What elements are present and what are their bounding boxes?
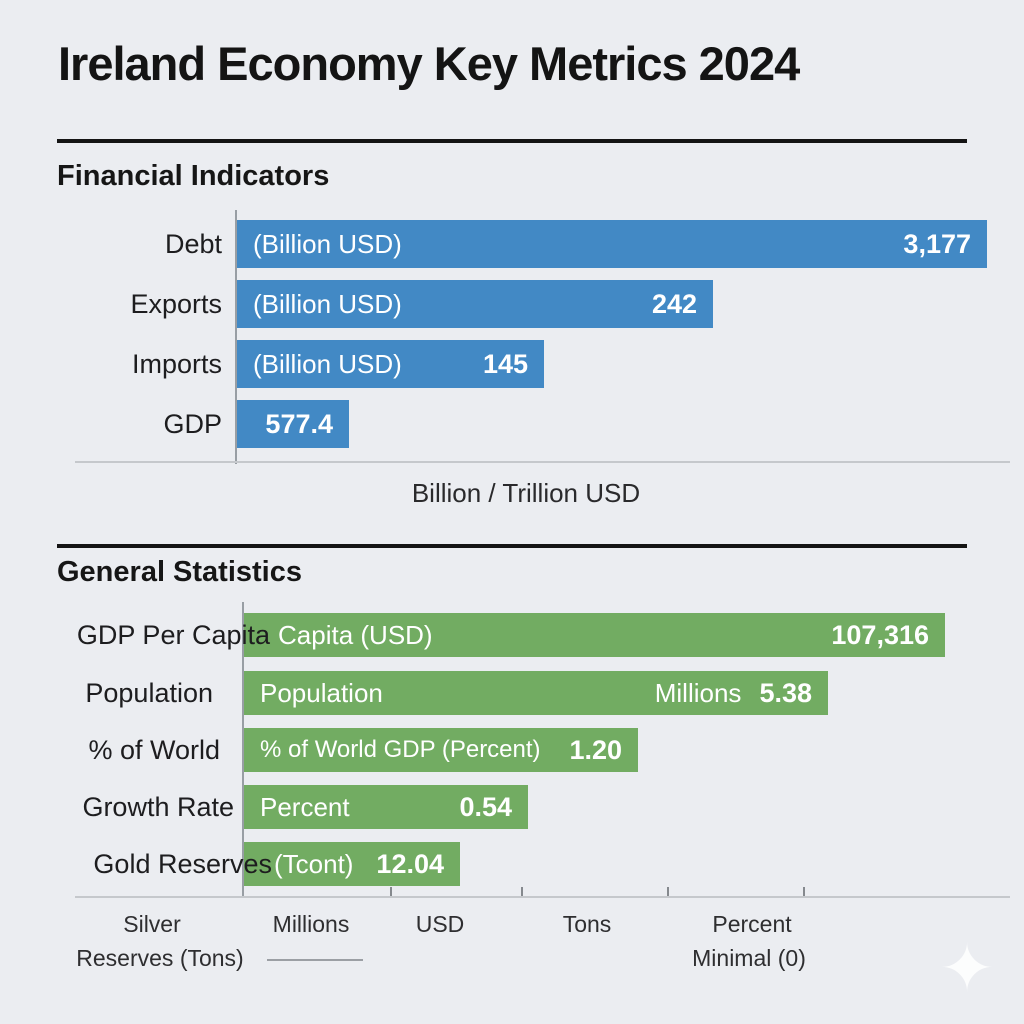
x-tick-label-percent: Percent: [712, 911, 792, 937]
bar-label-gdp-per-capita: GDP Per Capita: [76, 620, 270, 650]
axis-tick: [667, 887, 669, 896]
bar-value: 242: [651, 288, 697, 319]
axis-tick: [521, 887, 523, 896]
bar-unit-text: % of World GDP (Percent): [260, 736, 541, 763]
x-tick-label-silver: Silver: [123, 911, 181, 937]
bar-gdp-per-capita: Capita (USD) 107,316: [244, 613, 945, 657]
bar-value: 5.38: [759, 677, 812, 708]
axis-tick: [803, 887, 805, 896]
bar-value: 3,177: [903, 228, 971, 259]
bar-debt: (Billion USD) 3,177: [237, 220, 987, 268]
bar-unit-text: Millions: [654, 677, 742, 708]
section-divider: [57, 139, 967, 143]
dash-line: [267, 959, 363, 961]
bar-population: Population Millions 5.38: [244, 671, 828, 715]
bar-imports: (Billion USD) 145: [237, 340, 544, 388]
bar-gold-reserves: (Tcont) 12.04: [244, 842, 460, 886]
bar-unit-text: (Billion USD): [253, 288, 402, 319]
bar-label-gold-reserves: Gold Reserves: [93, 849, 272, 879]
bar-label-growth-rate: Growth Rate: [82, 792, 234, 822]
bar-value: 12.04: [376, 848, 444, 879]
x-axis-title-financial: Billion / Trillion USD: [411, 478, 641, 508]
section-heading-general: General Statistics: [57, 556, 302, 588]
bar-value: 1.20: [569, 734, 622, 765]
bar-unit-text: (Tcont): [274, 848, 354, 879]
section-divider: [57, 544, 967, 548]
axis-tick: [390, 887, 392, 896]
bar-unit-text: Percent: [260, 791, 350, 822]
bar-pct-of-world: % of World GDP (Percent) 1.20: [244, 728, 638, 772]
page-title: Ireland Economy Key Metrics 2024: [58, 37, 800, 90]
bar-label-gdp: GDP: [163, 409, 222, 439]
section-heading-financial: Financial Indicators: [57, 160, 330, 192]
y-axis-line-general: [242, 602, 244, 898]
bar-unit-text: Capita (USD): [278, 619, 433, 650]
bar-value: 0.54: [459, 791, 512, 822]
bar-unit-text: (Billion USD): [253, 228, 402, 259]
bar-label-imports: Imports: [131, 349, 222, 379]
x-tick-label-usd: USD: [415, 911, 465, 937]
x-axis-line-general: [75, 896, 1010, 898]
sparkle-icon: ✦: [939, 931, 995, 1005]
x-tick-label-millions: Millions: [272, 911, 350, 937]
bar-unit-text: (Billion USD): [253, 348, 402, 379]
bar-label-debt: Debt: [164, 229, 222, 259]
bar-value: 107,316: [831, 619, 929, 650]
bar-label-population: Population: [85, 678, 213, 708]
bar-label-pct-of-world: % of World: [88, 735, 220, 765]
bar-exports: (Billion USD) 242: [237, 280, 713, 328]
x-tick-label-tons: Tons: [562, 911, 612, 937]
bar-gdp: 577.4: [237, 400, 349, 448]
x-tick-label-reserves-tons: Reserves (Tons): [76, 945, 244, 971]
x-tick-label-minimal: Minimal (0): [692, 945, 806, 971]
y-axis-line-financial: [235, 210, 237, 464]
x-axis-line-financial: [75, 461, 1010, 463]
bar-label-exports: Exports: [130, 289, 222, 319]
bar-value: 577.4: [265, 408, 333, 439]
bar-unit-text: Population: [260, 677, 383, 708]
bar-value: 145: [482, 348, 528, 379]
bar-growth-rate: Percent 0.54: [244, 785, 528, 829]
